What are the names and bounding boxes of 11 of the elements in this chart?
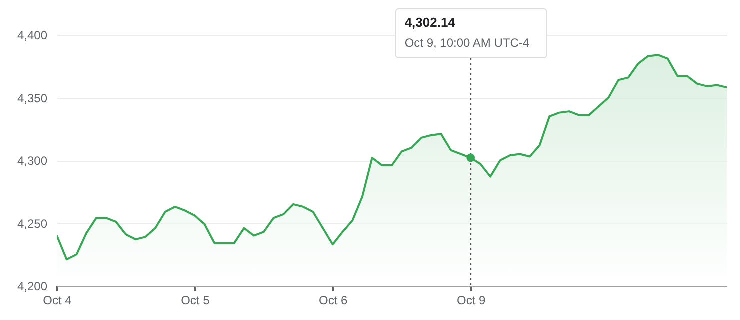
x-tick-label: Oct 6: [319, 294, 348, 308]
x-tick-label: Oct 5: [181, 294, 210, 308]
annotation: Oct 9, 10:00 AM UTC-4: [404, 36, 530, 50]
y-tick-label: 4,350: [17, 91, 48, 106]
y-tick-label: 4,400: [17, 28, 48, 42]
y-tick-label: 4,300: [17, 154, 48, 168]
x-tick-label: Oct 9: [456, 294, 486, 308]
x-tick-label: Oct 4: [43, 294, 72, 308]
y-tick-label: 4,250: [17, 216, 48, 231]
y-tick-label: 4,200: [17, 280, 48, 294]
text: 4,302.14: [404, 15, 456, 30]
